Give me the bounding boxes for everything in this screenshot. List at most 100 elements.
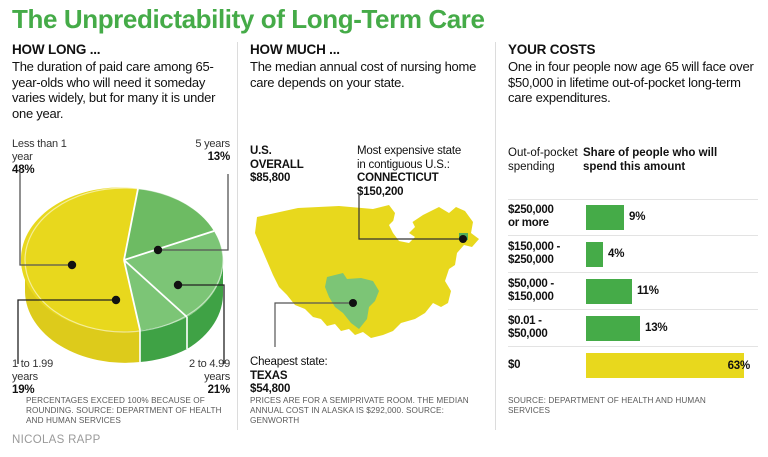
pie-slice-1-to-1-99-years [124,260,187,330]
pie-leader-lines [19,170,229,266]
map-label-connecticut: Most expensive state in contiguous U.S.:… [357,145,485,199]
bar-track: 63% [586,347,758,384]
pie-callout-less-than-1-year: Less than 1 year 48% [12,138,67,177]
bar-row-label: $50,000 - $150,000 [508,278,586,304]
bar-fill [586,278,632,304]
bar-label-line2: $250,000 [508,254,554,266]
pie-leader-dots [67,245,183,305]
bar-label-line1: $150,000 - [508,241,560,253]
connecticut-name: CONNECTICUT [357,172,439,184]
section-kicker-how-long: HOW LONG ... [12,42,101,57]
pie-top-rim [24,187,224,333]
great-lakes-notch [389,215,415,243]
callout-value: 13% [207,151,231,163]
us-map-chart [243,187,493,365]
pie-callout-5-years: 5 years 13% [150,138,230,164]
callout-value: 19% [12,384,35,396]
bar-label-line2: $150,000 [508,291,554,303]
bar-label-line1: $0.01 - [508,315,542,327]
bar-row: $50,000 - $150,000 11% [508,273,758,310]
pie-chart-duration-of-care [10,150,238,365]
callout-line2: years [204,371,230,383]
callout-line1: 5 years [195,138,230,150]
callout-value: 48% [12,164,35,176]
bar-label-line1: $250,000 [508,204,554,216]
callout-line1: Less than 1 [12,138,67,150]
bar-value-label: 4% [608,248,625,260]
us-map-base-shape [255,205,479,338]
bar-value-label: 9% [629,211,646,223]
pie-side-green-19 [140,317,187,362]
us-overall-value: $85,800 [250,172,291,184]
section-how-long: HOW LONG ... The duration of paid care a… [12,42,230,121]
callout-line2: year [12,151,33,163]
bar-value-label: 63% [727,359,751,372]
bar-row-label: $150,000 - $250,000 [508,241,586,267]
pie-slice-less-than-1-year [20,187,140,332]
bar-fill [586,353,744,378]
section-your-costs: YOUR COSTS One in four people now age 65… [508,42,758,106]
bar-row: $250,000 or more 9% [508,199,758,236]
us-overall-line1: U.S. [250,145,272,157]
pie-chart-svg [17,170,229,364]
bar-chart-header-share: Share of people who will spend this amou… [583,147,718,173]
us-overall-line2: OVERALL [250,158,304,171]
bar-chart-header-spending: Out-of-pocket spending [508,147,578,173]
bar-row: $0 63% [508,347,758,384]
footnote-how-long: PERCENTAGES EXCEED 100% BECAUSE OF ROUND… [26,396,222,425]
bar-fill [586,241,603,267]
bar-row: $0.01 - $50,000 13% [508,310,758,347]
bar-row: $150,000 - $250,000 4% [508,236,758,273]
bar-chart-out-of-pocket: $250,000 or more 9% $150,000 - $250,000 4% $50… [508,199,758,384]
pie-slice-dividers [123,188,215,331]
texas-name: TEXAS [250,369,288,382]
us-map-svg [255,187,479,347]
footnote-how-much: PRICES ARE FOR A SEMIPRIVATE ROOM. THE M… [250,396,469,425]
column-divider-2 [495,42,496,430]
bar-label-line2: $50,000 [508,328,548,340]
map-leader-connecticut [358,187,463,240]
section-kicker-how-much: HOW MUCH ... [250,42,340,57]
credit-byline: NICOLAS RAPP [12,434,101,446]
pie-slice-5-years [124,188,214,260]
footnote-your-costs: SOURCE: DEPARTMENT OF HEALTH AND HUMAN S… [508,396,706,415]
pie-side-yellow [25,260,140,363]
section-how-much: HOW MUCH ... The median annual cost of n… [250,42,478,90]
bar-row-label: $0 [508,359,586,372]
map-label-us-overall: U.S. OVERALL $85,800 [250,145,304,186]
column-divider-1 [237,42,238,430]
bar-track: 11% [586,273,758,309]
section-kicker-your-costs: YOUR COSTS [508,42,596,57]
bar-fill [586,315,640,341]
bar-chart-top-rule [508,199,758,200]
map-dot-connecticut [459,235,467,243]
callout-line2: years [12,371,38,383]
bar-value-label: 11% [637,285,659,297]
map-dot-texas [349,299,357,307]
bar-track: 9% [586,199,758,235]
pie-side-green-21 [187,260,224,349]
bar-fill [586,204,624,230]
texas-value: $54,800 [250,383,291,395]
pie-leader-lines-dark [17,284,225,364]
callout-value: 21% [207,384,231,396]
connecticut-lead1: Most expensive state [357,145,462,157]
bar-value-label: 13% [645,322,668,334]
map-leader-texas [274,302,353,347]
texas-lead: Cheapest state: [250,356,328,368]
section-blurb-how-long: The duration of paid care among 65-year-… [12,59,216,121]
section-blurb-your-costs: One in four people now age 65 will face … [508,59,754,105]
section-blurb-how-much: The median annual cost of nursing home c… [250,59,477,90]
connecticut-value: $150,200 [357,185,404,198]
connecticut-lead2: in contiguous U.S.: [357,158,450,171]
bar-row-label: $250,000 or more [508,204,586,230]
bar-label-line2: or more [508,217,549,229]
map-label-texas: Cheapest state: TEXAS $54,800 [250,356,328,397]
callout-line1: 1 to 1.99 [12,358,54,370]
bar-label-line1: $50,000 - [508,278,554,290]
pie-callout-1-to-1-99-years: 1 to 1.99 years 19% [12,358,53,397]
page-title: The Unpredictability of Long-Term Care [12,4,485,34]
bar-label-line1: $0 [508,359,521,371]
bar-track: 13% [586,310,758,346]
